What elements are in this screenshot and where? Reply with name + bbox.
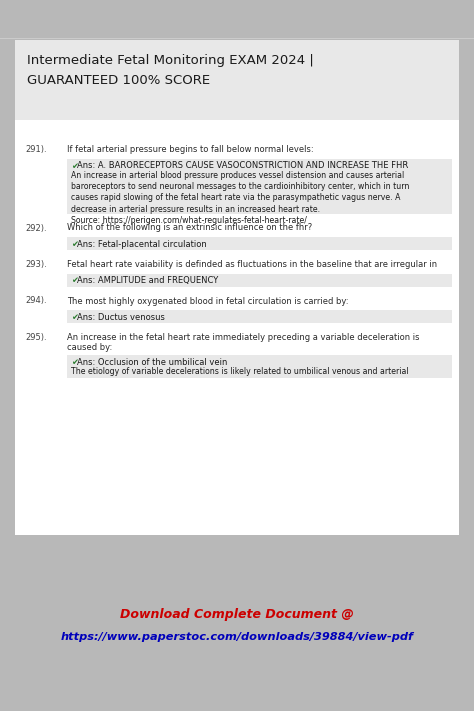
Text: If fetal arterial pressure begins to fall below normal levels:: If fetal arterial pressure begins to fal…	[67, 145, 314, 154]
Text: The etiology of variable decelerations is likely related to umbilical venous and: The etiology of variable decelerations i…	[71, 367, 409, 376]
FancyBboxPatch shape	[0, 535, 474, 711]
FancyBboxPatch shape	[67, 355, 452, 378]
FancyBboxPatch shape	[15, 40, 459, 535]
Text: Ans: Fetal-placental circulation: Ans: Fetal-placental circulation	[77, 240, 207, 249]
Text: Ans: Occlusion of the umbilical vein: Ans: Occlusion of the umbilical vein	[77, 358, 228, 367]
Text: 294).: 294).	[25, 296, 46, 306]
Text: An increase in arterial blood pressure produces vessel distension and causes art: An increase in arterial blood pressure p…	[71, 171, 410, 225]
Text: https://www.paperstoc.com/downloads/39884/view-pdf: https://www.paperstoc.com/downloads/3988…	[61, 632, 413, 642]
Text: ✔: ✔	[71, 313, 78, 322]
Text: ✔: ✔	[71, 161, 78, 171]
Text: The most highly oxygenated blood in fetal circulation is carried by:: The most highly oxygenated blood in feta…	[67, 296, 348, 306]
Text: Intermediate Fetal Monitoring EXAM 2024 |: Intermediate Fetal Monitoring EXAM 2024 …	[27, 54, 314, 67]
Text: Ans: Ductus venosus: Ans: Ductus venosus	[77, 313, 165, 322]
Text: ✔: ✔	[71, 277, 78, 286]
FancyBboxPatch shape	[67, 237, 452, 250]
FancyBboxPatch shape	[67, 274, 452, 287]
Text: 295).: 295).	[25, 333, 46, 342]
Text: Ans: AMPLITUDE and FREQUENCY: Ans: AMPLITUDE and FREQUENCY	[77, 277, 218, 286]
Text: 292).: 292).	[25, 223, 46, 232]
Text: Fetal heart rate vaiability is definded as fluctuations in the baseline that are: Fetal heart rate vaiability is definded …	[67, 260, 437, 269]
FancyBboxPatch shape	[67, 159, 452, 213]
FancyBboxPatch shape	[67, 310, 452, 323]
Text: Download Complete Document @: Download Complete Document @	[120, 608, 354, 621]
Text: ✔: ✔	[71, 358, 78, 367]
FancyBboxPatch shape	[15, 40, 459, 120]
Text: 293).: 293).	[25, 260, 47, 269]
Text: ✔: ✔	[71, 240, 78, 249]
Text: Which of the following is an extrinsic influence on the fhr?: Which of the following is an extrinsic i…	[67, 223, 312, 232]
Text: An increase in the fetal heart rate immediately preceding a variable deceleratio: An increase in the fetal heart rate imme…	[67, 333, 419, 353]
Text: 291).: 291).	[25, 145, 46, 154]
Text: Ans: A. BARORECEPTORS CAUSE VASOCONSTRICTION AND INCREASE THE FHR: Ans: A. BARORECEPTORS CAUSE VASOCONSTRIC…	[77, 161, 408, 171]
Text: GUARANTEED 100% SCORE: GUARANTEED 100% SCORE	[27, 74, 210, 87]
